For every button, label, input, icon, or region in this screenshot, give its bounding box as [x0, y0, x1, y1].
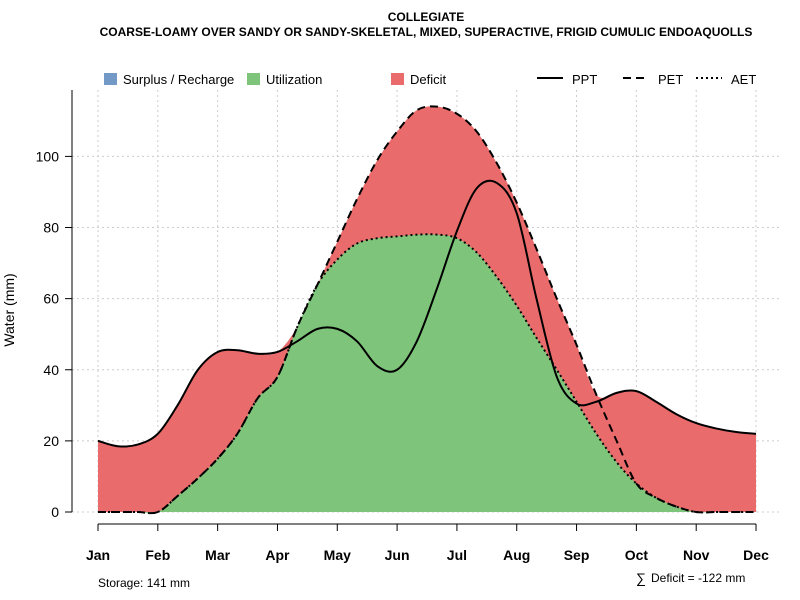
chart-title: COLLEGIATE — [388, 10, 464, 24]
legend-label: AET — [731, 72, 756, 87]
x-tick-label: Apr — [265, 547, 290, 563]
x-tick-label: Feb — [145, 547, 170, 563]
series-line-aet — [97, 233, 757, 515]
y-tick-label: 80 — [43, 220, 59, 236]
x-tick-label: Nov — [683, 547, 710, 563]
areas — [98, 106, 757, 514]
x-tick-label: Sep — [564, 547, 590, 563]
x-tick-label: Dec — [743, 547, 769, 563]
legend-swatch — [247, 73, 260, 85]
x-tick-label: May — [324, 547, 351, 563]
deficit-sum-symbol: ∑ — [636, 570, 646, 586]
chart-subtitle: COARSE-LOAMY OVER SANDY OR SANDY-SKELETA… — [100, 25, 753, 39]
legend-swatch — [104, 73, 117, 85]
legend-swatch — [391, 73, 404, 85]
y-axis-label: Water (mm) — [1, 273, 17, 346]
legend-label: PPT — [572, 72, 597, 87]
y-tick-label: 20 — [43, 433, 59, 449]
x-tick-label: Mar — [205, 547, 230, 563]
x-tick-label: Oct — [625, 547, 649, 563]
series-lines — [97, 105, 757, 515]
legend: Surplus / Recharge Utilization Deficit PPT P… — [104, 72, 756, 87]
y-tick-label: 0 — [51, 504, 59, 520]
y-tick-label: 60 — [43, 291, 59, 307]
y-tick-label: 40 — [43, 362, 59, 378]
axes: 0 20 40 60 80 100 Jan Feb Mar Apr May Jun Jul Aug Sep O… — [36, 90, 769, 563]
series-line-pet — [97, 105, 757, 515]
x-tick-label: Jan — [86, 547, 110, 563]
legend-label: Surplus / Recharge — [123, 72, 234, 87]
storage-annotation: Storage: 141 mm — [98, 576, 190, 590]
x-tick-label: Jun — [385, 547, 410, 563]
deficit-annotation: Deficit = -122 mm — [651, 571, 745, 585]
y-tick-label: 100 — [36, 148, 60, 164]
utilization-area — [98, 234, 757, 514]
x-tick-label: Aug — [503, 547, 530, 563]
x-tick-label: Jul — [447, 547, 467, 563]
legend-label: PET — [658, 72, 683, 87]
legend-label: Utilization — [266, 72, 322, 87]
legend-label: Deficit — [410, 72, 447, 87]
series-line-ppt — [97, 179, 757, 448]
